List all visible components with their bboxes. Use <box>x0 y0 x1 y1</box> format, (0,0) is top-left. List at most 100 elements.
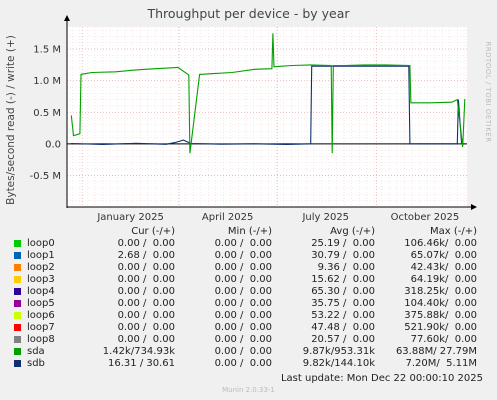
legend-min-loop7: 0.00 / 0.00 <box>214 322 272 333</box>
legend-swatch-sda <box>14 348 21 355</box>
legend-swatch-loop3 <box>14 276 21 283</box>
legend-min-loop0: 0.00 / 0.00 <box>214 238 272 249</box>
legend-cur-loop7: 0.00 / 0.00 <box>117 322 175 333</box>
legend-swatch-loop4 <box>14 288 21 295</box>
legend-name-sdb: sdb <box>27 358 45 369</box>
legend-row-loop1: loop1 2.68 / 0.00 0.00 / 0.00 30.79 / 0.00 6… <box>0 250 497 262</box>
x-axis-arrow <box>471 204 477 210</box>
legend-cur-loop3: 0.00 / 0.00 <box>117 274 175 285</box>
legend-name-loop6: loop6 <box>27 310 55 321</box>
legend-avg-loop1: 30.79 / 0.00 <box>311 250 375 261</box>
legend-header-row: Cur (-/+) Min (-/+) Avg (-/+) Max (-/+) <box>0 226 497 238</box>
legend-max-loop2: 42.43k/ 0.00 <box>410 262 477 273</box>
legend-avg-loop2: 9.36 / 0.00 <box>317 262 375 273</box>
legend-row-loop5: loop5 0.00 / 0.00 0.00 / 0.00 35.75 / 0.00 1… <box>0 298 497 310</box>
y-tick-label: -0.5 M <box>30 171 61 182</box>
munin-version: Munin 2.0.33-1 <box>222 386 275 394</box>
legend-cur-loop2: 0.00 / 0.00 <box>117 262 175 273</box>
plot-area <box>67 27 467 207</box>
legend-name-loop3: loop3 <box>27 274 55 285</box>
legend-min-sdb: 0.00 / 0.00 <box>214 358 272 369</box>
y-tick-label: 0.0 <box>45 139 61 150</box>
legend-name-loop8: loop8 <box>27 334 55 345</box>
legend-max-loop4: 318.25k/ 0.00 <box>404 286 477 297</box>
legend-min-loop2: 0.00 / 0.00 <box>214 262 272 273</box>
legend-cur-sda: 1.42k/734.93k <box>102 346 175 357</box>
x-tick-label: April 2025 <box>202 212 253 223</box>
header-max: Max (-/+) <box>429 226 477 237</box>
last-update: Last update: Mon Dec 22 00:00:10 2025 <box>280 373 483 384</box>
legend-avg-loop7: 47.48 / 0.00 <box>311 322 375 333</box>
legend-swatch-loop6 <box>14 312 21 319</box>
legend-swatch-loop0 <box>14 240 21 247</box>
legend-max-loop3: 64.19k/ 0.00 <box>410 274 477 285</box>
header-min: Min (-/+) <box>227 226 272 237</box>
legend-cur-sdb: 16.31 / 30.61 <box>108 358 175 369</box>
legend-avg-loop0: 25.19 / 0.00 <box>311 238 375 249</box>
legend-row-sdb: sdb 16.31 / 30.61 0.00 / 0.00 9.82k/144.10k… <box>0 358 497 370</box>
legend-swatch-sdb <box>14 360 21 367</box>
legend-min-loop3: 0.00 / 0.00 <box>214 274 272 285</box>
legend-cur-loop4: 0.00 / 0.00 <box>117 286 175 297</box>
y-tick-label: 0.5 M <box>33 108 61 119</box>
legend-row-loop4: loop4 0.00 / 0.00 0.00 / 0.00 65.30 / 0.00 3… <box>0 286 497 298</box>
legend-swatch-loop2 <box>14 264 21 271</box>
legend-min-sda: 0.00 / 0.00 <box>214 346 272 357</box>
legend-cur-loop5: 0.00 / 0.00 <box>117 298 175 309</box>
legend-name-loop0: loop0 <box>27 238 55 249</box>
legend-name-loop1: loop1 <box>27 250 55 261</box>
series-line-sdb <box>71 65 465 146</box>
legend-max-sdb: 7.20M/ 5.11M <box>405 358 477 369</box>
legend-avg-loop6: 53.22 / 0.00 <box>311 310 375 321</box>
x-tick-label: January 2025 <box>96 212 164 223</box>
legend-swatch-loop7 <box>14 324 21 331</box>
y-tick-label: 1.0 M <box>33 76 61 87</box>
legend-row-loop2: loop2 0.00 / 0.00 0.00 / 0.00 9.36 / 0.00 42… <box>0 262 497 274</box>
legend-min-loop8: 0.00 / 0.00 <box>214 334 272 345</box>
y-tick-label: 1.5 M <box>33 45 61 56</box>
header-avg: Avg (-/+) <box>330 226 375 237</box>
legend-cur-loop0: 0.00 / 0.00 <box>117 238 175 249</box>
legend-row-loop6: loop6 0.00 / 0.00 0.00 / 0.00 53.22 / 0.00 3… <box>0 310 497 322</box>
legend-avg-sda: 9.87k/953.31k <box>302 346 375 357</box>
legend-max-loop8: 77.60k/ 0.00 <box>410 334 477 345</box>
series-line-sda <box>70 33 466 154</box>
legend-name-loop4: loop4 <box>27 286 55 297</box>
legend-avg-loop8: 20.57 / 0.00 <box>311 334 375 345</box>
legend-swatch-loop8 <box>14 336 21 343</box>
legend-row-loop3: loop3 0.00 / 0.00 0.00 / 0.00 15.62 / 0.00 6… <box>0 274 497 286</box>
legend-cur-loop1: 2.68 / 0.00 <box>117 250 175 261</box>
legend-avg-sdb: 9.82k/144.10k <box>302 358 375 369</box>
chart-title: Throughput per device - by year <box>147 6 350 21</box>
legend-max-loop6: 375.88k/ 0.00 <box>404 310 477 321</box>
header-cur: Cur (-/+) <box>131 226 175 237</box>
legend-row-loop7: loop7 0.00 / 0.00 0.00 / 0.00 47.48 / 0.00 5… <box>0 322 497 334</box>
legend-name-loop2: loop2 <box>27 262 55 273</box>
legend-min-loop5: 0.00 / 0.00 <box>214 298 272 309</box>
legend-name-loop5: loop5 <box>27 298 55 309</box>
legend-cur-loop6: 0.00 / 0.00 <box>117 310 175 321</box>
x-tick-label: July 2025 <box>301 212 349 223</box>
legend-max-loop7: 521.90k/ 0.00 <box>404 322 477 333</box>
legend-row-sda: sda 1.42k/734.93k 0.00 / 0.00 9.87k/953.31k… <box>0 346 497 358</box>
legend-name-sda: sda <box>27 346 45 357</box>
legend-swatch-loop1 <box>14 252 21 259</box>
legend-max-loop1: 65.07k/ 0.00 <box>410 250 477 261</box>
legend-min-loop4: 0.00 / 0.00 <box>214 286 272 297</box>
legend-min-loop6: 0.00 / 0.00 <box>214 310 272 321</box>
throughput-chart: 1.5 M 1.0 M 0.5 M 0.0 -0.5 M January 2025 Apri… <box>30 15 477 223</box>
x-tick-label: October 2025 <box>391 212 460 223</box>
legend-avg-loop4: 65.30 / 0.00 <box>311 286 375 297</box>
legend-max-sda: 63.88M/ 27.79M <box>395 346 477 357</box>
legend-cur-loop8: 0.00 / 0.00 <box>117 334 175 345</box>
legend-row-loop8: loop8 0.00 / 0.00 0.00 / 0.00 20.57 / 0.00 7… <box>0 334 497 346</box>
legend-max-loop5: 104.40k/ 0.00 <box>404 298 477 309</box>
legend-avg-loop5: 35.75 / 0.00 <box>311 298 375 309</box>
legend-row-loop0: loop0 0.00 / 0.00 0.00 / 0.00 25.19 / 0.00 1… <box>0 238 497 250</box>
legend-name-loop7: loop7 <box>27 322 55 333</box>
legend-avg-loop3: 15.62 / 0.00 <box>311 274 375 285</box>
legend-min-loop1: 0.00 / 0.00 <box>214 250 272 261</box>
legend-swatch-loop5 <box>14 300 21 307</box>
y-axis-arrow <box>64 15 70 21</box>
legend-max-loop0: 106.46k/ 0.00 <box>404 238 477 249</box>
